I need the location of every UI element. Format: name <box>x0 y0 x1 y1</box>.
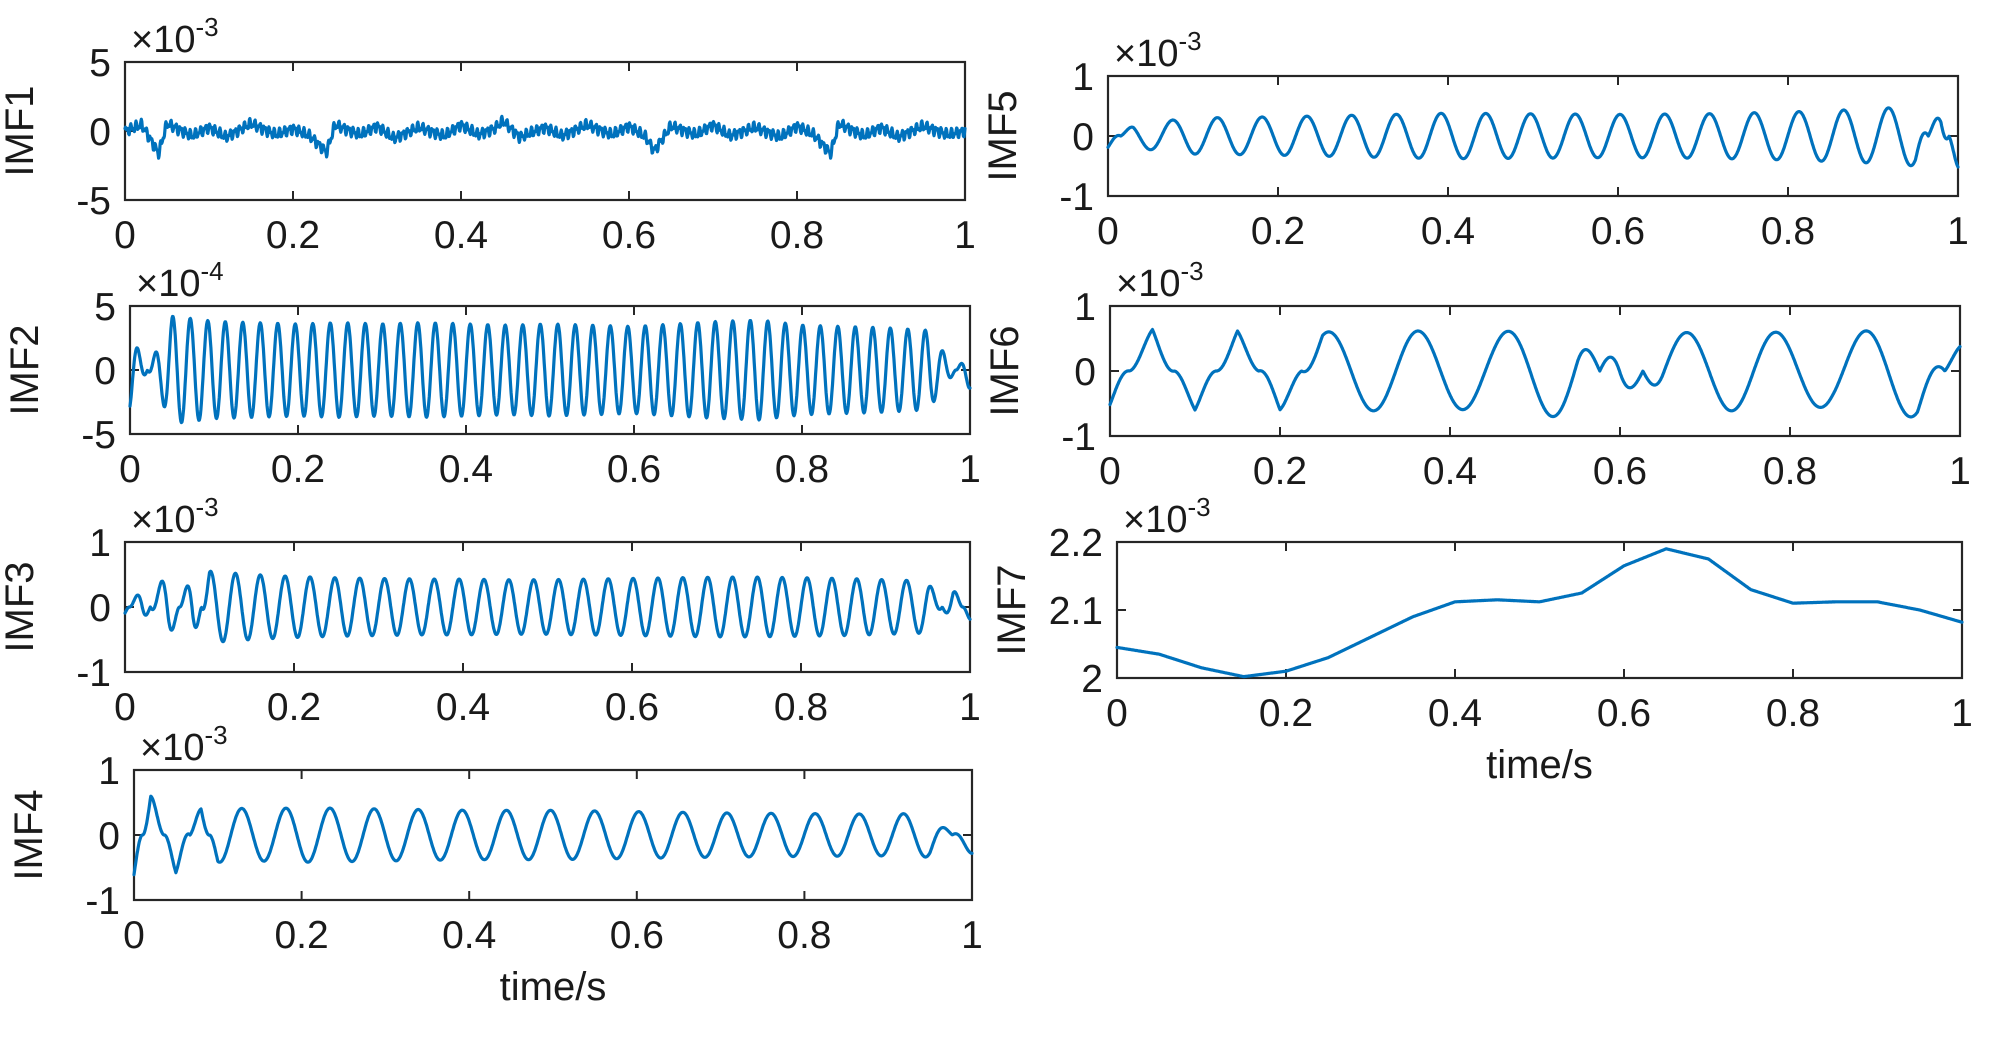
x-tick-label: 0.2 <box>266 214 320 257</box>
x-tick-label: 0.4 <box>439 448 493 491</box>
y-tick-label: 0 <box>1072 116 1094 159</box>
x-tick-label: 1 <box>961 914 983 957</box>
y-axis-label: IMF7 <box>990 564 1034 655</box>
x-tick-label: 0.2 <box>1259 692 1313 735</box>
x-tick-label: 0.2 <box>274 914 328 957</box>
y-tick-label: 0 <box>89 111 111 154</box>
x-tick-label: 0 <box>1097 210 1119 253</box>
axis-multiplier: ×10-3 <box>131 12 219 61</box>
y-axis-label: IMF1 <box>0 85 42 176</box>
series-line-imf6 <box>1108 327 1962 419</box>
x-tick-label: 0.6 <box>1597 692 1651 735</box>
y-tick-label: 1 <box>1074 286 1096 329</box>
x-axis-label: time/s <box>500 965 607 1009</box>
y-tick-label: 0 <box>89 587 111 630</box>
y-tick-label: 1 <box>98 750 120 793</box>
x-tick-label: 1 <box>1949 450 1971 493</box>
y-tick-label: -1 <box>1059 176 1094 219</box>
y-tick-label: -5 <box>81 414 116 457</box>
x-tick-label: 0.8 <box>775 448 829 491</box>
y-tick-label: 2.2 <box>1049 522 1103 565</box>
series-line-imf3 <box>123 569 972 644</box>
y-axis-label: IMF3 <box>0 561 42 652</box>
x-tick-label: 0.2 <box>1251 210 1305 253</box>
y-tick-label: 0 <box>94 350 116 393</box>
series-line-imf1 <box>123 114 967 160</box>
axis-multiplier: ×10-3 <box>140 720 228 769</box>
axis-multiplier: ×10-4 <box>136 256 224 305</box>
y-tick-label: -1 <box>1061 416 1096 459</box>
y-tick-label: -1 <box>76 652 111 695</box>
y-axis-label: IMF5 <box>981 90 1025 181</box>
x-tick-label: 0 <box>1099 450 1121 493</box>
axis-multiplier: ×10-3 <box>131 492 219 541</box>
x-tick-label: 0.2 <box>267 686 321 729</box>
x-tick-label: 0 <box>123 914 145 957</box>
y-tick-label: 5 <box>94 286 116 329</box>
x-tick-label: 0.4 <box>434 214 488 257</box>
y-tick-label: 1 <box>1072 56 1094 99</box>
y-tick-label: 0 <box>1074 351 1096 394</box>
y-tick-label: 5 <box>89 42 111 85</box>
axis-multiplier: ×10-3 <box>1123 492 1211 541</box>
series-line-imf4 <box>132 794 974 877</box>
x-tick-label: 0.2 <box>271 448 325 491</box>
x-tick-label: 1 <box>1951 692 1973 735</box>
x-tick-label: 0 <box>114 214 136 257</box>
y-axis-label: IMF2 <box>3 324 47 415</box>
x-tick-label: 0.6 <box>1591 210 1645 253</box>
y-tick-label: -5 <box>76 180 111 223</box>
y-axis-label: IMF4 <box>7 789 51 880</box>
x-tick-label: 0.2 <box>1253 450 1307 493</box>
series-line-imf2 <box>128 314 972 425</box>
x-tick-label: 1 <box>959 686 981 729</box>
x-tick-label: 0.6 <box>1593 450 1647 493</box>
x-tick-label: 0.8 <box>1766 692 1820 735</box>
x-tick-label: 0 <box>119 448 141 491</box>
x-tick-label: 0.4 <box>442 914 496 957</box>
y-tick-label: -1 <box>85 880 120 923</box>
x-tick-label: 0.6 <box>605 686 659 729</box>
x-tick-label: 0.4 <box>436 686 490 729</box>
x-tick-label: 0 <box>114 686 136 729</box>
y-tick-label: 1 <box>89 522 111 565</box>
x-tick-label: 0.4 <box>1428 692 1482 735</box>
x-tick-label: 0.6 <box>602 214 656 257</box>
x-tick-label: 0.8 <box>1761 210 1815 253</box>
series-line-imf7 <box>1115 547 1964 679</box>
x-tick-label: 0.8 <box>777 914 831 957</box>
x-tick-label: 0 <box>1106 692 1128 735</box>
x-axis-label: time/s <box>1486 743 1593 787</box>
y-tick-label: 0 <box>98 815 120 858</box>
series-line-imf5 <box>1106 106 1960 169</box>
x-tick-label: 0.8 <box>770 214 824 257</box>
x-tick-label: 0.6 <box>610 914 664 957</box>
y-tick-label: 2 <box>1081 658 1103 701</box>
x-tick-label: 0.4 <box>1421 210 1475 253</box>
x-tick-label: 0.6 <box>607 448 661 491</box>
y-axis-label: IMF6 <box>983 325 1027 416</box>
subplot-imf7: 0 0.2 0.4 0.6 0.8 1 2.2 2.1 2 IMF7 ×10-3 time/s <box>990 492 1973 787</box>
x-tick-label: 0.8 <box>774 686 828 729</box>
x-tick-label: 1 <box>959 448 981 491</box>
axis-multiplier: ×10-3 <box>1114 26 1202 75</box>
x-tick-label: 1 <box>1947 210 1969 253</box>
axis-multiplier: ×10-3 <box>1116 256 1204 305</box>
x-tick-label: 0.8 <box>1763 450 1817 493</box>
x-tick-label: 1 <box>954 214 976 257</box>
y-tick-label: 2.1 <box>1049 590 1103 633</box>
x-tick-label: 0.4 <box>1423 450 1477 493</box>
